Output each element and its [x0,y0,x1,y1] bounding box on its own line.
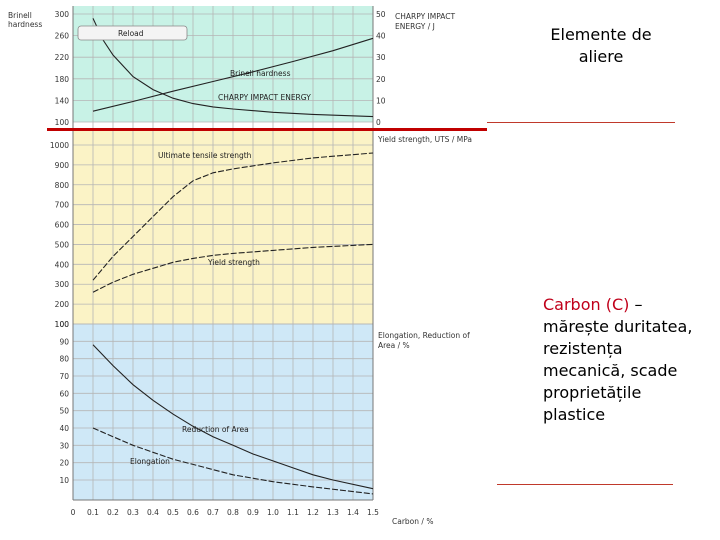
tick-bot-8: 20 [59,459,69,468]
tick-x-15: 1.5 [367,508,379,517]
slide-title-line-2: aliere [578,47,624,66]
tick-mid-9: 100 [55,320,70,329]
tick-x-0: 0 [71,508,76,517]
tick-top-left-2: 220 [55,53,70,62]
tick-x-6: 0.6 [187,508,199,517]
tick-top-right-4: 10 [376,96,386,105]
label-ultimate-tensile-strength: Ultimate tensile strength [158,151,252,160]
tick-mid-4: 600 [55,221,70,230]
reload-button-label: Reload [118,29,144,38]
label-charpy-impact-energy: CHARPY IMPACT ENERGY [218,93,311,102]
tick-mid-5: 500 [55,240,70,249]
tick-top-left-3: 180 [55,75,70,84]
tick-x-9: 0.9 [247,508,259,517]
slide-body-text: Carbon (C) – mărește duritatea, rezisten… [534,294,702,454]
tick-bot-7: 30 [59,441,69,450]
tick-top-right-3: 20 [376,75,386,84]
middle-right-axis-label: Yield strength, UTS / MPa [377,135,472,144]
curve-ultimate-tensile-strength [92,152,374,281]
tick-bot-2: 80 [59,355,69,364]
tick-mid-8: 200 [55,300,70,309]
red-rule-bottom [497,484,673,485]
tick-top-left-4: 140 [55,96,70,105]
tick-x-13: 1.3 [327,508,339,517]
tick-mid-3: 700 [55,201,70,210]
tick-x-11: 1.1 [287,508,299,517]
tick-x-7: 0.7 [207,508,219,517]
curve-elongation [92,427,374,495]
tick-mid-1: 900 [55,161,70,170]
tick-top-right-5: 0 [376,118,381,127]
tick-bot-1: 90 [59,337,69,346]
x-axis-label: Carbon / % [392,517,433,526]
top-panel-background [73,6,373,122]
red-rule-top [487,122,675,123]
carbon-description: – mărește duritatea, rezistența mecanică… [543,295,693,424]
data-curves [92,18,374,495]
tick-bot-9: 10 [59,476,69,485]
top-left-axis-label-line1: Brinell [8,11,32,20]
middle-panel-background [73,131,373,324]
slide-title: Elemente de aliere [534,24,668,70]
tick-top-right-1: 40 [376,32,386,41]
slide-title-line-1: Elemente de [550,25,652,44]
curve-reduction-of-area [92,344,374,490]
tick-mid-0: 1000 [50,141,69,150]
tick-top-right-2: 30 [376,53,386,62]
axes [72,6,374,501]
tick-mid-7: 300 [55,280,70,289]
tick-top-right-0: 50 [376,10,386,19]
curve-brinell-hardness [92,37,374,112]
bottom-right-axis-label-line2: Area / % [378,341,410,350]
tick-x-10: 1.0 [267,508,279,517]
tick-top-left-5: 100 [55,118,70,127]
tick-x-5: 0.5 [167,508,179,517]
tick-x-3: 0.3 [127,508,139,517]
top-left-axis-label-line2: hardness [8,20,42,29]
curve-yield-strength [92,243,374,293]
bottom-right-axis-label-line1: Elongation, Reduction of [378,331,470,340]
grid-lines [72,6,374,500]
reload-button-box [77,25,188,41]
label-yield-strength: Yield strength [207,258,260,267]
tick-x-8: 0.8 [227,508,239,517]
tick-top-left-0: 300 [55,10,70,19]
tick-mid-6: 400 [55,260,70,269]
tick-top-left-1: 260 [55,32,70,41]
tick-bot-6: 40 [59,424,69,433]
label-reduction-of-area: Reduction of Area [182,425,249,434]
tick-x-12: 1.2 [307,508,319,517]
tick-bot-0: 100 [55,320,70,329]
label-brinell-hardness: Brinell hardness [230,69,291,78]
tick-bot-5: 50 [59,407,69,416]
tick-x-14: 1.4 [347,508,359,517]
tick-x-1: 0.1 [87,508,99,517]
top-right-axis-label-line1: CHARPY IMPACT [395,12,456,21]
carbon-highlight: Carbon (C) [543,295,630,314]
curve-charpy-impact-energy [92,18,374,118]
tick-x-4: 0.4 [147,508,159,517]
label-elongation: Elongation [130,457,170,466]
chart-labels: 3002602201801401005040302010010009008007… [8,10,472,526]
tick-bot-4: 60 [59,389,69,398]
tick-x-2: 0.2 [107,508,119,517]
tick-bot-3: 70 [59,372,69,381]
red-divider-bar [47,128,487,131]
top-right-axis-label-line2: ENERGY / J [395,22,435,31]
tick-mid-2: 800 [55,181,70,190]
bottom-panel-background [73,324,373,500]
